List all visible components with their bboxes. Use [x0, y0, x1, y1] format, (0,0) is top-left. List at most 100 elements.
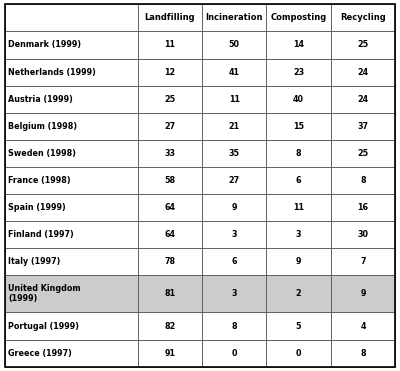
Text: Incineration: Incineration	[206, 13, 263, 23]
Text: 23: 23	[293, 68, 304, 76]
Text: 27: 27	[228, 175, 240, 185]
Text: 41: 41	[229, 68, 240, 76]
Text: 40: 40	[293, 95, 304, 104]
Bar	[202, 32, 266, 59]
Bar	[202, 194, 266, 221]
Text: 8: 8	[360, 175, 366, 185]
Text: 2: 2	[296, 289, 301, 298]
Bar	[202, 312, 266, 339]
Bar	[266, 339, 331, 367]
Text: 3: 3	[296, 230, 301, 239]
Text: 9: 9	[296, 257, 301, 266]
Text: 11: 11	[164, 40, 175, 49]
Bar	[266, 59, 331, 86]
Text: Greece (1997): Greece (1997)	[8, 348, 72, 358]
Bar	[5, 112, 138, 139]
Bar	[5, 248, 138, 275]
Bar	[331, 275, 395, 312]
Bar	[138, 194, 202, 221]
Text: 21: 21	[228, 122, 240, 131]
Bar	[331, 194, 395, 221]
Bar	[331, 248, 395, 275]
Text: France (1998): France (1998)	[8, 175, 71, 185]
Bar	[138, 86, 202, 112]
Text: United Kingdom
(1999): United Kingdom (1999)	[8, 284, 81, 303]
Bar	[331, 59, 395, 86]
Bar	[266, 112, 331, 139]
Bar	[266, 139, 331, 167]
Bar	[5, 59, 138, 86]
Text: 4: 4	[360, 322, 366, 331]
Bar	[138, 221, 202, 248]
Bar	[138, 32, 202, 59]
Bar	[202, 59, 266, 86]
Text: 25: 25	[358, 149, 368, 158]
Text: 5: 5	[296, 322, 301, 331]
Bar	[202, 86, 266, 112]
Bar	[5, 167, 138, 194]
Bar	[331, 86, 395, 112]
Text: 15: 15	[293, 122, 304, 131]
Bar	[138, 59, 202, 86]
Bar	[202, 275, 266, 312]
Text: Portugal (1999): Portugal (1999)	[8, 322, 79, 331]
Text: Netherlands (1999): Netherlands (1999)	[8, 68, 96, 76]
Bar	[5, 4, 138, 32]
Text: 91: 91	[164, 348, 175, 358]
Bar	[138, 112, 202, 139]
Bar	[202, 112, 266, 139]
Bar	[138, 167, 202, 194]
Bar	[5, 194, 138, 221]
Bar	[5, 86, 138, 112]
Bar	[202, 139, 266, 167]
Bar	[5, 32, 138, 59]
Text: 8: 8	[231, 322, 237, 331]
Bar	[138, 339, 202, 367]
Text: 35: 35	[229, 149, 240, 158]
Text: 8: 8	[296, 149, 301, 158]
Text: Sweden (1998): Sweden (1998)	[8, 149, 76, 158]
Text: 11: 11	[293, 203, 304, 212]
Text: 7: 7	[360, 257, 366, 266]
Bar	[266, 248, 331, 275]
Bar	[266, 275, 331, 312]
Text: Italy (1997): Italy (1997)	[8, 257, 60, 266]
Text: 6: 6	[232, 257, 237, 266]
Text: 16: 16	[358, 203, 368, 212]
Bar	[138, 248, 202, 275]
Bar	[331, 32, 395, 59]
Text: Austria (1999): Austria (1999)	[8, 95, 73, 104]
Text: Recycling: Recycling	[340, 13, 386, 23]
Bar	[266, 194, 331, 221]
Bar	[138, 4, 202, 32]
Text: 14: 14	[293, 40, 304, 49]
Text: 64: 64	[164, 230, 175, 239]
Bar	[202, 248, 266, 275]
Text: 24: 24	[358, 95, 368, 104]
Bar	[138, 312, 202, 339]
Text: 64: 64	[164, 203, 175, 212]
Bar	[266, 221, 331, 248]
Bar	[266, 4, 331, 32]
Text: Finland (1997): Finland (1997)	[8, 230, 74, 239]
Text: 6: 6	[296, 175, 301, 185]
Bar	[266, 32, 331, 59]
Text: 25: 25	[164, 95, 175, 104]
Text: Denmark (1999): Denmark (1999)	[8, 40, 81, 49]
Text: 25: 25	[358, 40, 368, 49]
Bar	[331, 221, 395, 248]
Text: 3: 3	[232, 230, 237, 239]
Text: Landfilling: Landfilling	[144, 13, 195, 23]
Text: 3: 3	[232, 289, 237, 298]
Bar	[266, 167, 331, 194]
Bar	[331, 339, 395, 367]
Bar	[266, 86, 331, 112]
Bar	[202, 339, 266, 367]
Text: Belgium (1998): Belgium (1998)	[8, 122, 77, 131]
Bar	[5, 221, 138, 248]
Text: 33: 33	[164, 149, 175, 158]
Text: Spain (1999): Spain (1999)	[8, 203, 66, 212]
Bar	[138, 275, 202, 312]
Bar	[138, 139, 202, 167]
Bar	[5, 312, 138, 339]
